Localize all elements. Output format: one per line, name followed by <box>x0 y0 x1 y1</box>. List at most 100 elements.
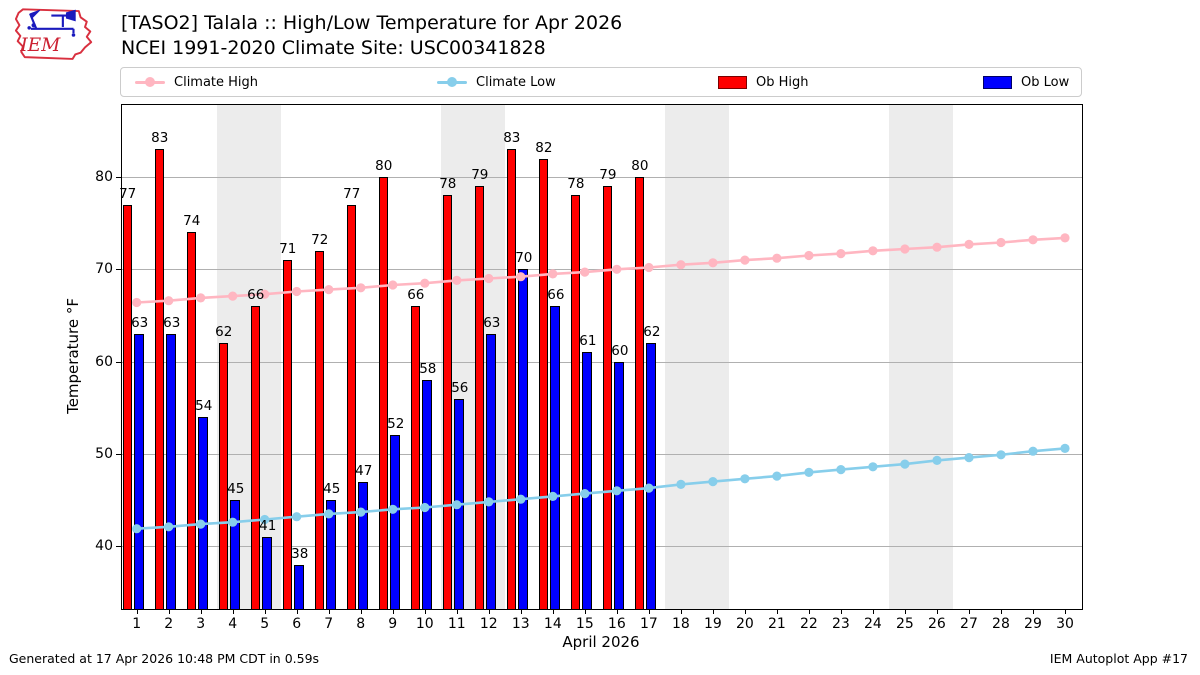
climate-low-marker <box>996 450 1006 460</box>
ob-high-bar <box>154 149 164 609</box>
climate-high-marker <box>452 275 462 285</box>
x-tick-label: 13 <box>511 616 530 632</box>
ob-low-bar <box>389 435 400 609</box>
x-tick-mark <box>1064 609 1066 614</box>
ob-low-value-label: 54 <box>195 398 213 414</box>
y-tick-label: 70 <box>95 261 113 278</box>
x-tick-label: 15 <box>575 616 594 632</box>
x-tick-mark <box>840 609 842 614</box>
ob-low-bar <box>613 361 624 609</box>
x-tick-mark <box>968 609 970 614</box>
ob-high-value-label: 80 <box>631 158 649 174</box>
iowa-outline-graphic: IEM <box>14 8 93 60</box>
x-tick-mark <box>424 609 426 614</box>
chart-title: [TASO2] Talala :: High/Low Temperature f… <box>121 12 623 34</box>
labels-layer: 77 63 83 63 74 54 62 45 66 41 71 38 72 45 77 47 80 52 66 58… <box>119 105 1082 609</box>
climate-low-marker <box>132 524 142 534</box>
ob-high-value-label: 78 <box>439 176 457 193</box>
climate-low-marker <box>964 453 974 463</box>
climate-low-marker <box>708 477 718 487</box>
x-tick-label: 25 <box>896 616 914 632</box>
chart-legend: Climate High Climate Low Ob High Ob Low <box>120 67 1082 97</box>
logo-text: IEM <box>19 35 61 56</box>
title-block: [TASO2] Talala :: High/Low Temperature f… <box>121 11 622 61</box>
climate-high-marker <box>772 253 782 263</box>
climate-low-marker <box>324 509 334 519</box>
legend-item-climate-low: Climate Low <box>437 68 556 96</box>
climate-low-marker <box>484 497 494 507</box>
ob-low-value-label: 63 <box>483 314 501 331</box>
ob-high-bar <box>250 306 260 609</box>
ob-high-bar <box>442 195 452 609</box>
ob-high-value-label: 80 <box>375 158 393 174</box>
app-id-text: IEM Autoplot App #17 <box>1049 651 1188 666</box>
ob-high-bar <box>314 250 324 609</box>
climate-low-marker <box>868 462 878 472</box>
x-tick-label: 27 <box>960 616 978 632</box>
ob-low-value-label: 60 <box>611 342 629 359</box>
legend-label: Ob Low <box>1021 74 1070 90</box>
ob-high-bar <box>346 204 356 609</box>
climate-high-marker <box>1060 233 1070 243</box>
ob-low-value-label: 56 <box>451 379 469 396</box>
ob-low-value-label: 70 <box>515 250 533 267</box>
ob-low-value-label: 63 <box>163 314 181 331</box>
ob-low-bar <box>325 500 336 609</box>
x-tick-mark <box>488 609 490 614</box>
x-tick-label: 24 <box>864 616 882 632</box>
climate-low-marker <box>580 489 590 499</box>
ob-low-bar <box>133 333 144 609</box>
climate-low-marker <box>196 519 206 529</box>
climate-low-marker <box>420 502 430 513</box>
x-tick-label: 11 <box>447 616 466 632</box>
x-tick-mark <box>1000 609 1002 614</box>
x-tick-label: 28 <box>992 616 1010 632</box>
x-tick-mark <box>776 609 778 614</box>
x-tick-mark <box>392 609 394 614</box>
x-tick-mark <box>648 609 650 614</box>
ob-high-value-label: 79 <box>599 167 617 184</box>
climate-high-marker <box>964 239 974 249</box>
x-tick-label: 3 <box>196 616 206 632</box>
legend-label: Climate Low <box>476 74 556 90</box>
climate-low-marker <box>292 512 302 522</box>
climate-high-marker <box>580 267 590 277</box>
climate-low-marker <box>1028 446 1038 456</box>
gridline <box>122 361 1082 363</box>
ob-high-value-label: 62 <box>215 324 233 341</box>
climate-high-line <box>136 236 1066 304</box>
x-tick-mark <box>712 609 714 614</box>
climate-high-marker <box>388 280 398 290</box>
gridline <box>122 546 1082 548</box>
x-tick-label: 19 <box>703 616 722 632</box>
climate-high-marker <box>740 255 750 265</box>
legend-label: Ob High <box>756 74 809 90</box>
ob-low-bar <box>549 306 560 609</box>
climate-high-marker <box>484 273 494 284</box>
ob-low-bar <box>165 333 176 609</box>
climate-high-marker <box>228 291 238 301</box>
ob-high-bar <box>282 260 292 609</box>
climate-high-marker <box>164 296 174 306</box>
climate-low-marker <box>676 479 686 489</box>
climate-low-marker <box>772 471 782 481</box>
x-tick-mark <box>904 609 906 614</box>
ob-high-value-label: 71 <box>279 241 297 258</box>
ob-high-bar <box>506 149 516 609</box>
gridline <box>122 453 1082 455</box>
ob-high-bar <box>218 343 228 609</box>
x-tick-label: 8 <box>356 616 366 632</box>
y-tick-mark <box>116 546 122 548</box>
climate-high-marker <box>324 285 334 295</box>
x-tick-mark <box>360 609 362 614</box>
x-tick-label: 9 <box>388 616 398 632</box>
ob-low-value-label: 52 <box>387 416 405 433</box>
climate-high-marker <box>996 237 1006 248</box>
x-tick-label: 18 <box>671 616 690 632</box>
weekend-band <box>664 105 729 609</box>
ob-low-value-label: 63 <box>131 314 149 331</box>
chart-subtitle: NCEI 1991-2020 Climate Site: USC00341828 <box>121 37 546 59</box>
iem-logo: IEM <box>8 4 100 66</box>
y-tick-label: 60 <box>95 353 113 370</box>
